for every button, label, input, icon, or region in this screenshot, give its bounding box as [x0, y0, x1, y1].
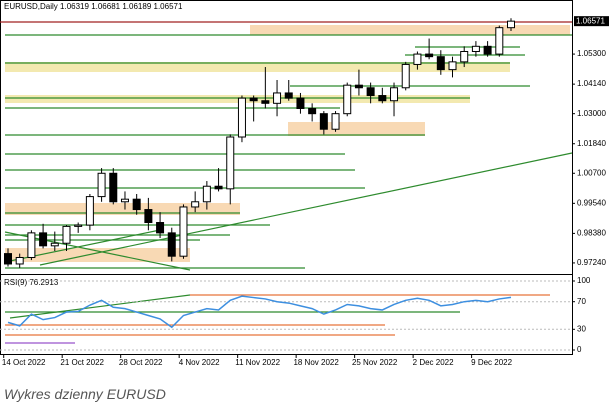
y-tick-label: 1.00700 — [577, 168, 606, 177]
chart-header: EURUSD,Daily 1.06319 1.06681 1.06189 1.0… — [4, 2, 183, 11]
y-tick-label: 70 — [577, 297, 586, 306]
x-tick-label: 21 Oct 2022 — [60, 358, 104, 367]
candle-body — [273, 92, 282, 104]
current-price: 1.06571 — [576, 16, 605, 25]
candle-body — [319, 113, 328, 130]
candle-body — [343, 84, 352, 115]
x-tick-label: 14 Oct 2022 — [2, 358, 46, 367]
candle-body — [15, 256, 24, 265]
y-tick-label: 100 — [577, 276, 591, 285]
zone — [5, 248, 190, 262]
candle-body — [214, 185, 223, 190]
candle-body — [249, 97, 258, 102]
candle-body — [413, 53, 422, 65]
candle-body — [331, 113, 340, 130]
rsi-line — [7, 295, 512, 329]
indicator: RSI(9) — [4, 278, 27, 287]
y-tick-label: 0.98380 — [577, 229, 606, 238]
y-tick-label: 1.05300 — [577, 49, 606, 58]
candle-body — [366, 87, 375, 97]
rsi-value: 76.2913 — [29, 278, 58, 287]
candle-body — [120, 198, 129, 203]
candle-body — [507, 20, 515, 29]
candle-body — [483, 45, 492, 55]
candle-body — [191, 201, 200, 208]
symbol: EURUSD,Daily — [4, 2, 58, 11]
candle-body — [62, 225, 71, 244]
candle-body — [308, 107, 317, 115]
caption: Wykres dzienny EURUSD — [4, 386, 166, 402]
candle-body — [109, 172, 118, 203]
candle-body — [74, 224, 83, 227]
candle-body — [436, 56, 445, 71]
candle-body — [144, 209, 153, 224]
candle-body — [495, 27, 504, 55]
x-tick-label: 9 Dec 2022 — [471, 358, 512, 367]
rsi-header: RSI(9) 76.2913 — [4, 278, 59, 287]
x-tick-label: 18 Nov 2022 — [293, 358, 339, 367]
open: 1.06319 — [60, 2, 89, 11]
x-tick-label: 25 Nov 2022 — [352, 358, 398, 367]
close: 1.06571 — [154, 2, 183, 11]
x-tick-label: 28 Oct 2022 — [119, 358, 163, 367]
candle-body — [226, 136, 235, 190]
candle-body — [97, 172, 106, 198]
candle-body — [85, 196, 94, 226]
candle-body — [261, 100, 270, 104]
drawings — [0, 21, 573, 344]
candle-body — [401, 63, 410, 89]
high: 1.06681 — [91, 2, 120, 11]
candle-body — [471, 45, 480, 52]
y-tick-label: 0.99540 — [577, 198, 606, 207]
chart: EURUSD,Daily 1.06319 1.06681 1.06189 1.0… — [0, 0, 609, 367]
candle-body — [296, 97, 305, 109]
price-tag — [574, 16, 609, 27]
candle-body — [425, 53, 434, 58]
y-tick-label: 1.01840 — [577, 139, 606, 148]
y-tick-label: 1.03000 — [577, 109, 606, 118]
x-tick-label: 4 Nov 2022 — [179, 358, 220, 367]
candle-body — [237, 97, 246, 138]
candle-body — [39, 232, 48, 247]
x-tick-label: 11 Nov 2022 — [235, 358, 280, 367]
candle-body — [167, 232, 176, 257]
candle-body — [50, 242, 59, 247]
zone — [288, 122, 425, 136]
candle-body — [284, 92, 293, 99]
zone — [250, 25, 570, 35]
low: 1.06189 — [122, 2, 151, 11]
candle-body — [132, 198, 141, 211]
candle-body — [179, 206, 188, 257]
candle-body — [378, 95, 387, 102]
trendline — [9, 294, 191, 319]
candle-body — [156, 222, 165, 234]
zone — [5, 62, 510, 72]
y-tick-label: 0 — [577, 345, 582, 354]
zone — [5, 95, 470, 103]
candle-body — [460, 50, 469, 63]
y-tick-label: 0.97240 — [577, 258, 606, 267]
candle-body — [448, 61, 457, 71]
y-tick-label: 30 — [577, 324, 586, 333]
candle-body — [27, 232, 36, 258]
candle-body — [4, 253, 12, 265]
y-tick-label: 1.04140 — [577, 79, 606, 88]
candle-body — [390, 87, 399, 102]
candle-body — [354, 84, 363, 89]
x-tick-label: 2 Dec 2022 — [413, 358, 454, 367]
candle-body — [202, 185, 211, 203]
